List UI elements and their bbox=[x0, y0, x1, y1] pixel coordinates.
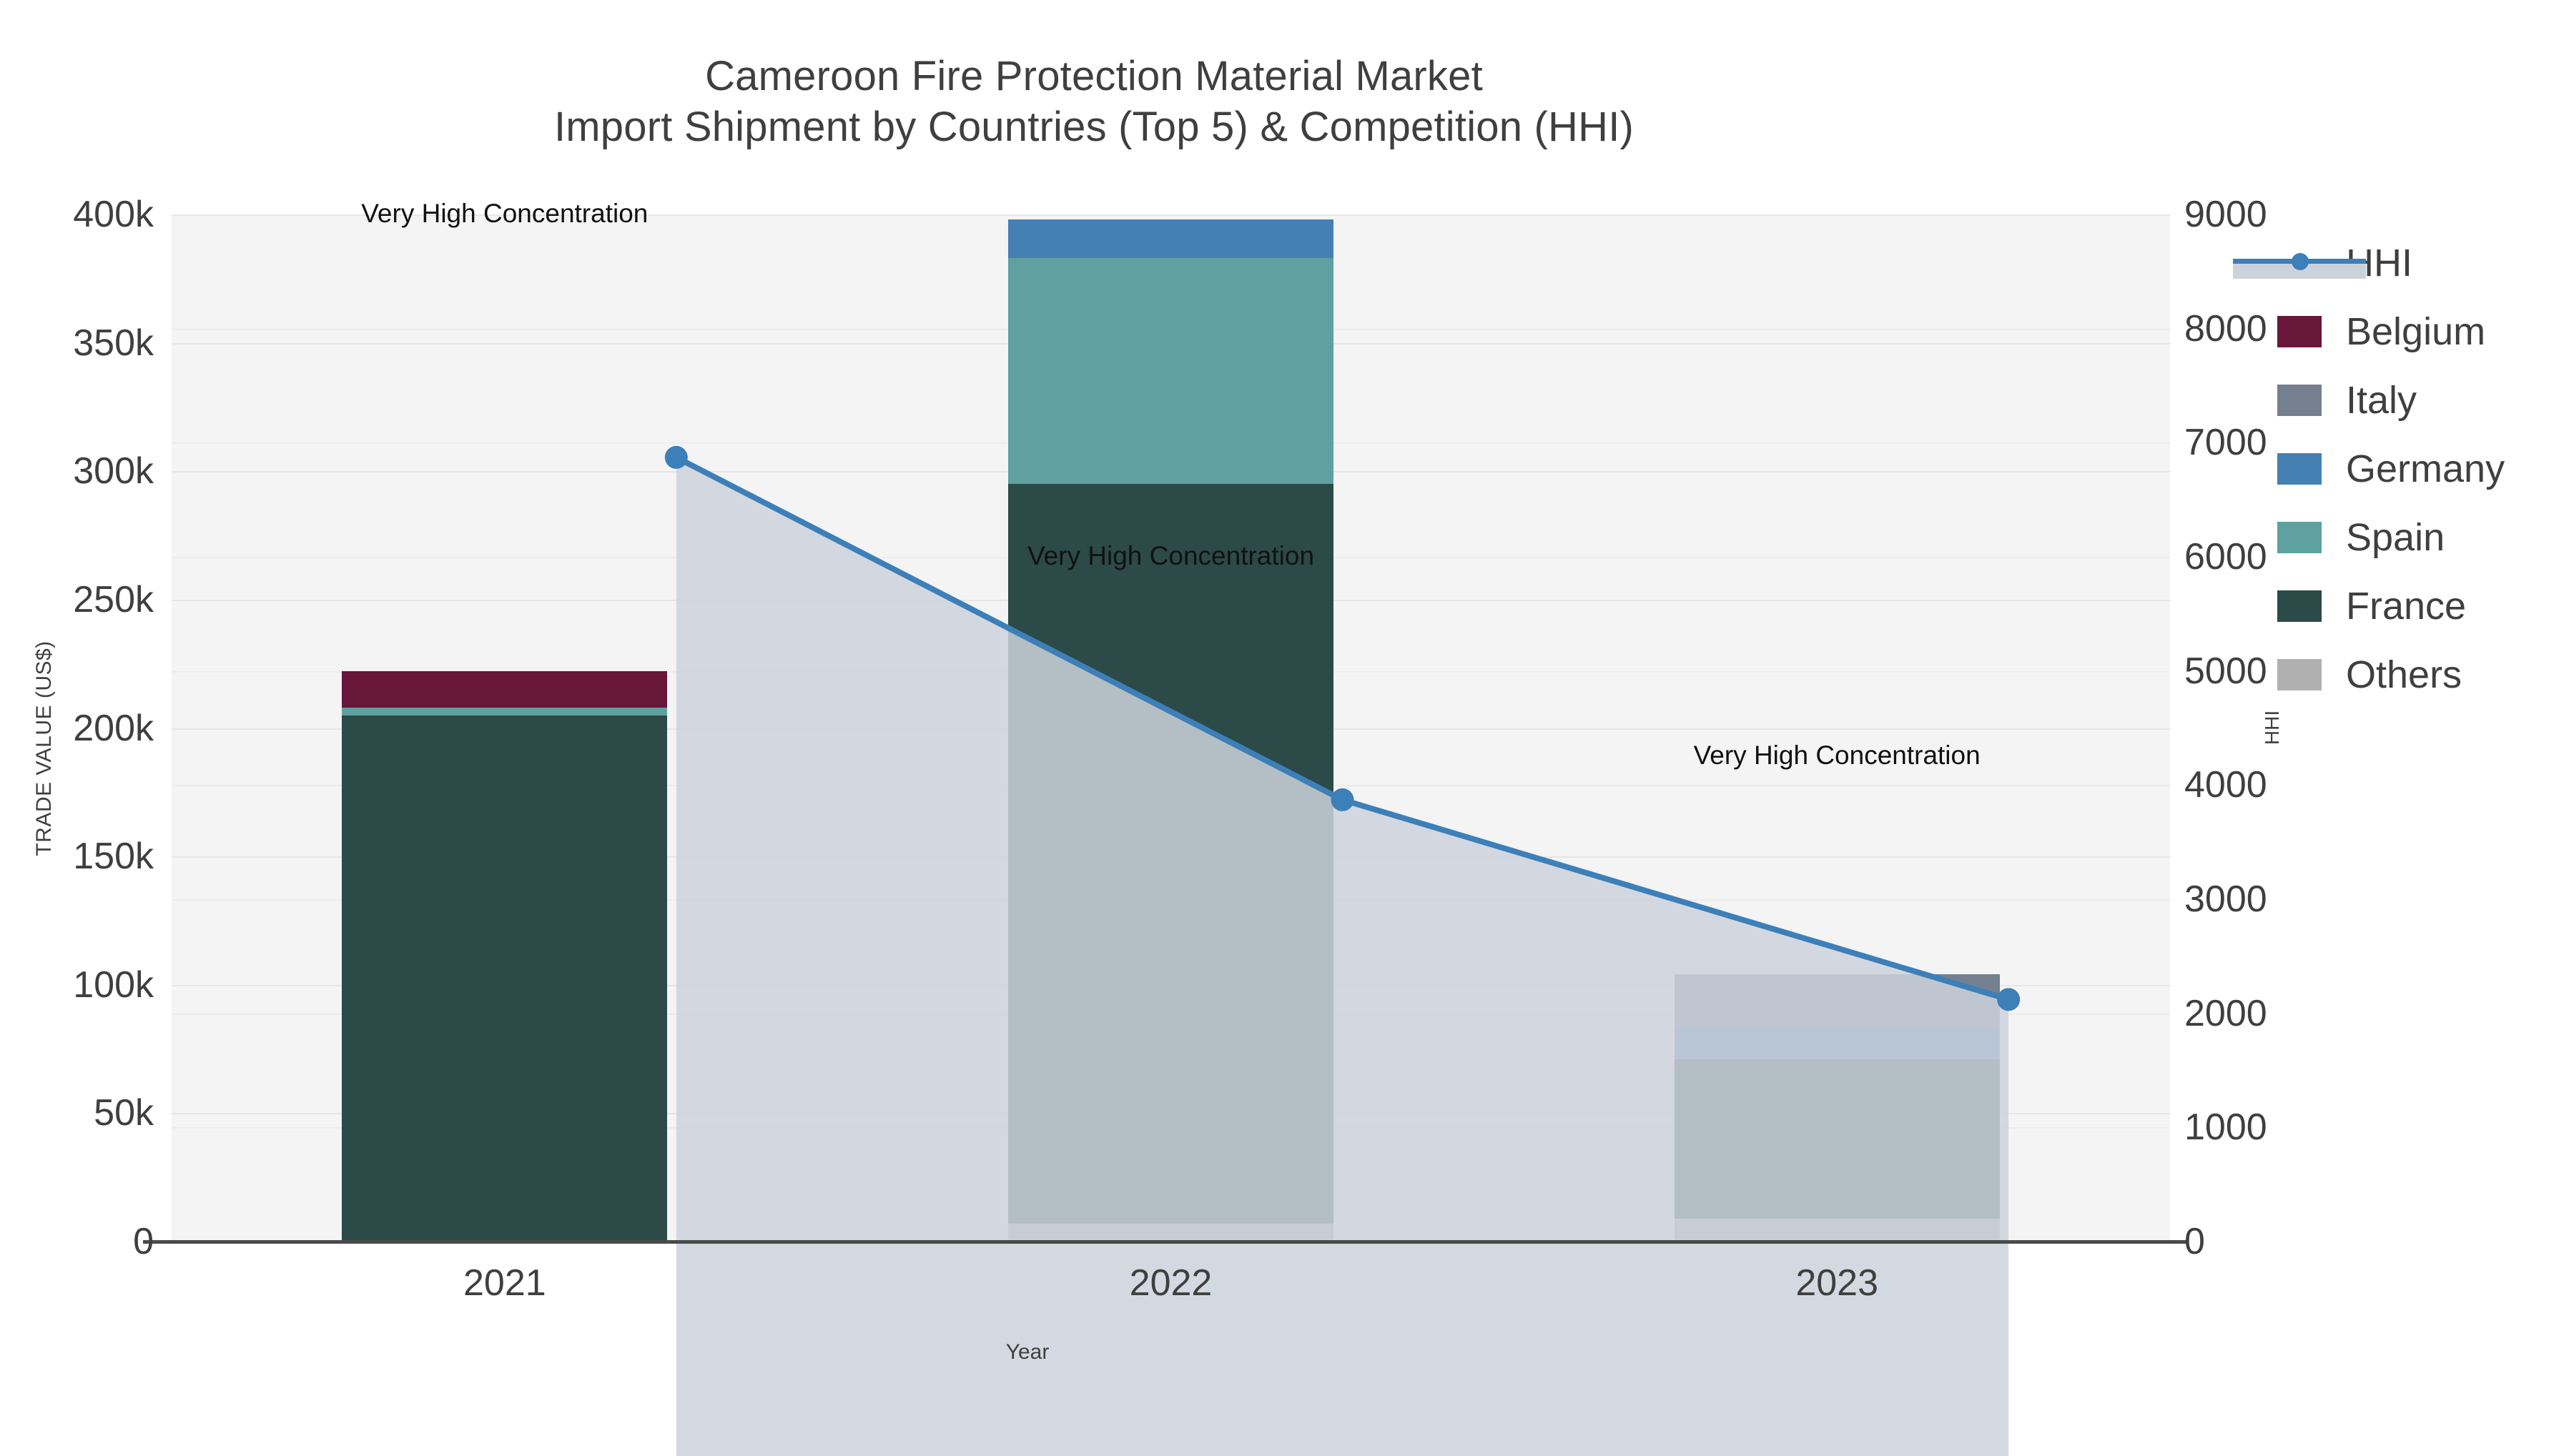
y-tick-left-400k: 400k bbox=[73, 194, 154, 235]
legend-swatch-spain-icon bbox=[2277, 522, 2322, 553]
legend-swatch-germany-icon bbox=[2277, 453, 2322, 485]
legend-label: France bbox=[2346, 585, 2467, 628]
y-axis-left-title: TRADE VALUE (US$) bbox=[32, 640, 56, 856]
bar-segment-belgium-2021[interactable] bbox=[342, 671, 668, 708]
hhi-overlay bbox=[664, 445, 2021, 1456]
y-tick-left-100k: 100k bbox=[73, 964, 154, 1006]
y-axis-left-ticks: 400k 350k 300k 250k 200k 150k 100k 50k 0 bbox=[0, 0, 154, 1447]
chart-title-block: Cameroon Fire Protection Material Market… bbox=[0, 51, 2188, 153]
hhi-marker-2023[interactable] bbox=[1997, 988, 2021, 1011]
legend-label: Italy bbox=[2346, 379, 2417, 422]
hhi-area-fill bbox=[676, 457, 2009, 1456]
legend-label: Belgium bbox=[2346, 310, 2486, 353]
y-tick-right-4000: 4000 bbox=[2184, 764, 2267, 806]
y-tick-right-2000: 2000 bbox=[2184, 992, 2267, 1034]
legend-swatch-france-icon bbox=[2277, 590, 2322, 622]
y-tick-left-200k: 200k bbox=[73, 707, 154, 749]
y-tick-left-350k: 350k bbox=[73, 322, 154, 364]
y-tick-right-7000: 7000 bbox=[2184, 422, 2267, 464]
chart-legend: HHI Belgium Italy Germany Spain France Others bbox=[2233, 229, 2574, 709]
chart-subtitle: Import Shipment by Countries (Top 5) & C… bbox=[553, 103, 1634, 150]
legend-swatch-others-icon bbox=[2277, 659, 2322, 690]
legend-line-dot-icon bbox=[2292, 253, 2309, 270]
y-tick-left-0: 0 bbox=[133, 1221, 154, 1262]
y-tick-right-0: 0 bbox=[2184, 1221, 2205, 1262]
bar-segment-germany-2022[interactable] bbox=[1008, 219, 1333, 259]
y-axis-right-ticks: 9000 8000 7000 6000 5000 4000 3000 2000 1000 0 bbox=[2184, 0, 2370, 1447]
legend-label: Others bbox=[2346, 653, 2462, 696]
x-tick-2021: 2021 bbox=[463, 1262, 546, 1304]
legend-swatch-belgium-icon bbox=[2277, 316, 2322, 347]
hhi-annotation-2023: Very High Concentration bbox=[1693, 741, 1981, 771]
legend-item-others[interactable]: Others bbox=[2277, 640, 2574, 709]
legend-swatch-italy-icon bbox=[2277, 385, 2322, 416]
bar-segment-france-2021[interactable] bbox=[342, 715, 668, 1242]
x-axis-title: Year bbox=[1005, 1340, 1050, 1364]
x-tick-2023: 2023 bbox=[1795, 1262, 1878, 1304]
y-tick-right-1000: 1000 bbox=[2184, 1106, 2267, 1149]
y-tick-right-3000: 3000 bbox=[2184, 878, 2267, 920]
y-tick-right-5000: 5000 bbox=[2184, 650, 2267, 692]
legend-item-hhi[interactable]: HHI bbox=[2233, 229, 2574, 297]
legend-item-italy[interactable]: Italy bbox=[2277, 366, 2574, 435]
y-tick-left-300k: 300k bbox=[73, 450, 154, 492]
y-tick-left-150k: 150k bbox=[73, 836, 154, 878]
legend-item-france[interactable]: France bbox=[2277, 572, 2574, 640]
x-tick-2022: 2022 bbox=[1129, 1262, 1213, 1304]
hhi-marker-2021[interactable] bbox=[664, 445, 688, 469]
bar-segment-spain-2021[interactable] bbox=[342, 707, 668, 715]
legend-line-marker-icon bbox=[2233, 247, 2366, 279]
legend-label: Spain bbox=[2346, 516, 2445, 559]
legend-area-band bbox=[2233, 263, 2366, 279]
hhi-annotation-2021: Very High Concentration bbox=[361, 198, 649, 228]
bar-segment-spain-2022[interactable] bbox=[1008, 258, 1333, 485]
y-tick-right-8000: 8000 bbox=[2184, 307, 2267, 350]
chart-title: Cameroon Fire Protection Material Market bbox=[705, 53, 1483, 99]
x-axis-line bbox=[143, 1240, 2188, 1244]
hhi-annotation-2022: Very High Concentration bbox=[1027, 540, 1315, 570]
hhi-marker-2022[interactable] bbox=[1331, 788, 1354, 811]
legend-label: Germany bbox=[2346, 447, 2505, 490]
legend-item-spain[interactable]: Spain bbox=[2277, 503, 2574, 572]
legend-item-belgium[interactable]: Belgium bbox=[2277, 297, 2574, 366]
legend-item-germany[interactable]: Germany bbox=[2277, 435, 2574, 503]
y-tick-left-250k: 250k bbox=[73, 578, 154, 620]
bar-group-2021[interactable] bbox=[342, 214, 668, 1242]
gridline-left bbox=[172, 214, 2170, 216]
y-tick-right-6000: 6000 bbox=[2184, 536, 2267, 578]
y-tick-right-9000: 9000 bbox=[2184, 194, 2267, 235]
plot-area bbox=[172, 214, 2170, 1456]
y-tick-left-50k: 50k bbox=[94, 1092, 154, 1134]
